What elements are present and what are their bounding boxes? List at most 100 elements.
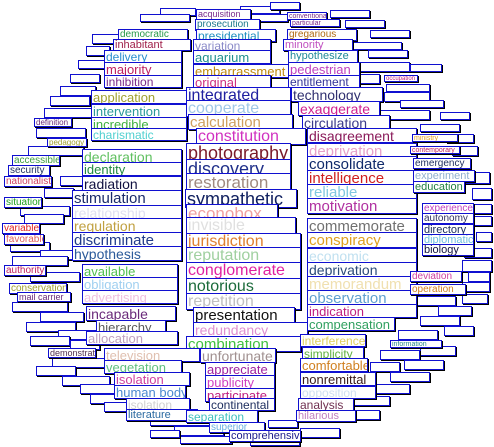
- cloud-word: incapable: [86, 306, 176, 321]
- cloud-word: declaration: [82, 149, 182, 164]
- filler-box: [26, 322, 76, 332]
- cloud-word: security: [8, 165, 50, 176]
- filler-box: [40, 312, 84, 322]
- cloud-word: regulation: [72, 218, 182, 233]
- filler-box: [472, 188, 492, 200]
- filler-box: [300, 428, 340, 438]
- filler-box: [440, 112, 470, 120]
- cloud-word: economic: [307, 248, 417, 263]
- cloud-word: deprivation: [307, 262, 417, 277]
- cloud-word: operation: [410, 284, 466, 295]
- cloud-word: hilarious: [296, 410, 356, 422]
- filler-box: [24, 214, 64, 224]
- cloud-word: conglomerate: [186, 262, 301, 279]
- filler-box: [44, 108, 94, 118]
- filler-box: [400, 100, 444, 108]
- cloud-word: redundancy: [193, 322, 308, 337]
- cloud-word: inhibition: [104, 75, 182, 88]
- filler-box: [330, 10, 370, 18]
- cloud-word: embarrassment: [193, 64, 289, 78]
- cloud-word: information: [390, 340, 442, 348]
- cloud-word: television: [104, 348, 200, 362]
- cloud-word: education: [413, 181, 465, 193]
- cloud-word: invisible: [186, 217, 296, 234]
- filler-box: [345, 20, 385, 28]
- cloud-word: intelligence: [307, 170, 417, 186]
- filler-box: [30, 336, 70, 346]
- filler-box: [36, 366, 76, 376]
- cloud-word: conspiracy: [307, 232, 417, 248]
- cloud-word: occupation: [384, 75, 418, 82]
- filler-box: [474, 204, 492, 214]
- filler-box: [150, 430, 180, 438]
- cloud-word: ministry: [412, 134, 458, 142]
- cloud-word: available: [82, 264, 178, 278]
- cloud-word: disagreement: [307, 128, 417, 143]
- cloud-word: majority: [104, 62, 182, 76]
- filler-box: [270, 2, 300, 10]
- filler-box: [398, 330, 438, 340]
- cloud-word: technology: [291, 87, 383, 102]
- filler-box: [360, 62, 410, 72]
- cloud-word: aquarium: [193, 50, 271, 64]
- cloud-word: cooperate: [186, 100, 291, 117]
- filler-box: [386, 84, 430, 92]
- cloud-word: comfortable: [300, 358, 368, 372]
- cloud-word: charismatic: [91, 128, 187, 141]
- filler-box: [30, 272, 80, 282]
- filler-box: [476, 232, 492, 242]
- cloud-word: mail carrier: [17, 292, 71, 302]
- cloud-word: advertising: [82, 290, 178, 304]
- cloud-word: comprehensive: [229, 430, 301, 442]
- filler-box: [50, 96, 90, 106]
- cloud-word: calculation: [188, 114, 293, 130]
- cloud-word: pedestrian: [288, 62, 360, 76]
- cloud-word: hypothesis: [72, 246, 182, 261]
- filler-box: [420, 316, 460, 326]
- cloud-word: compensation: [307, 317, 395, 331]
- cloud-word: obligation: [82, 277, 178, 291]
- cloud-word: unfortunate: [200, 348, 276, 363]
- cloud-word: interference: [300, 334, 366, 347]
- filler-box: [410, 64, 442, 72]
- cloud-word: appreciate: [205, 362, 275, 376]
- cloud-word: indication: [307, 304, 417, 318]
- cloud-word: deviation: [410, 271, 462, 282]
- cloud-word: photography: [186, 143, 291, 162]
- cloud-word: motivation: [307, 198, 417, 214]
- cloud-word: situation: [4, 197, 42, 208]
- filler-box: [352, 42, 402, 50]
- filler-box: [370, 30, 410, 38]
- cloud-word: identity: [82, 162, 182, 176]
- cloud-word: notorious: [186, 278, 301, 295]
- cloud-word: publicity: [205, 375, 275, 389]
- filler-box: [420, 124, 460, 132]
- filler-box: [36, 128, 86, 138]
- cloud-word: favorable: [4, 234, 44, 245]
- filler-box: [438, 306, 472, 316]
- cloud-word: original: [193, 75, 271, 89]
- cloud-word: circulation: [302, 115, 390, 130]
- filler-box: [462, 282, 490, 292]
- cloud-word: allocation: [86, 331, 178, 345]
- cloud-word: contemporary: [410, 146, 460, 154]
- filler-box: [390, 372, 430, 382]
- filler-box: [70, 74, 100, 83]
- cloud-word: demonstration: [48, 348, 96, 358]
- cloud-word: stimulation: [72, 190, 182, 206]
- cloud-word: memorandum: [307, 276, 417, 292]
- filler-box: [368, 50, 408, 58]
- cloud-word: intervention: [91, 104, 187, 118]
- cloud-word: human body: [114, 385, 186, 399]
- cloud-word: variable: [2, 223, 40, 234]
- cloud-word: restoration: [186, 173, 291, 191]
- cloud-word: biology: [422, 244, 474, 256]
- cloud-word: vegetation: [104, 360, 182, 374]
- cloud-word: nonremittal: [300, 372, 376, 386]
- filler-box: [444, 326, 474, 336]
- cloud-word: application: [91, 90, 187, 104]
- filler-box: [180, 436, 232, 444]
- filler-box: [404, 360, 444, 370]
- cloud-word: incredible: [91, 117, 187, 131]
